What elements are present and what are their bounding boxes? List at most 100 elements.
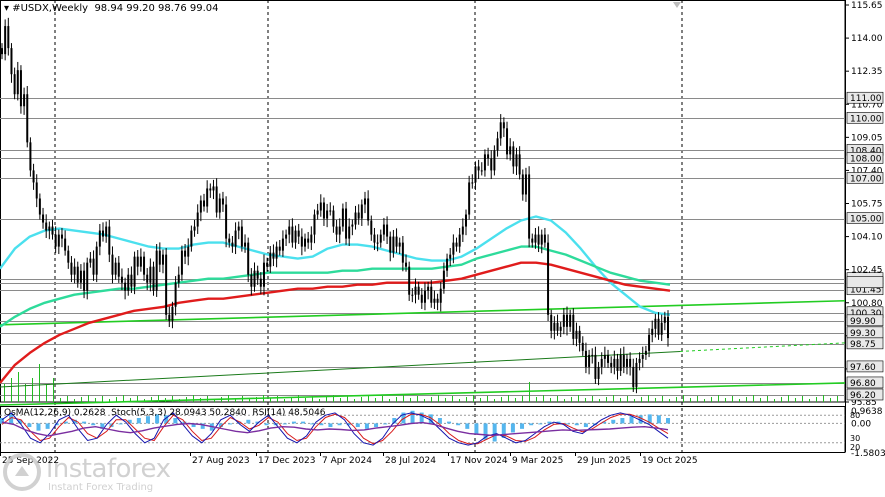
volume-bar [487, 396, 488, 402]
osma-bar [63, 421, 68, 424]
candle-body [146, 274, 149, 283]
volume-bar [508, 395, 509, 402]
volume-bar [172, 396, 173, 402]
oscillator-tick-label: 0.00 [851, 419, 871, 429]
osma-bar [456, 423, 461, 426]
candle-body [199, 200, 202, 213]
candle [177, 266, 180, 288]
candle-body [313, 214, 316, 235]
candle-body [124, 282, 127, 291]
candle [83, 262, 86, 299]
candle-body [515, 154, 518, 167]
brand-logo: instaforex Instant Forex Trading [2, 452, 182, 496]
candle-body [449, 254, 452, 259]
volume-bar [788, 395, 789, 402]
candle-body [212, 186, 215, 191]
candle [259, 272, 262, 295]
osma-bar [127, 419, 132, 424]
candle-body [455, 242, 458, 247]
volume-bar [837, 396, 838, 402]
osma-bar [583, 423, 588, 428]
candle [275, 241, 278, 268]
candle-body [439, 288, 442, 303]
candle-body [225, 204, 228, 239]
osma-bar [264, 423, 269, 426]
candle-body [29, 142, 32, 171]
candle-body [537, 234, 540, 245]
candle [600, 352, 603, 375]
candle-body [234, 230, 237, 247]
volume-bar [74, 399, 75, 402]
candle [228, 233, 231, 248]
volume-bar [193, 395, 194, 402]
volume-bar [543, 395, 544, 402]
price-level-label: 110.00 [850, 114, 882, 124]
candle-body [111, 254, 114, 275]
candle-body [411, 294, 414, 296]
oscillator-tick-label: 0.9638 [851, 407, 883, 417]
osma-bar [547, 421, 552, 424]
osma-bar [164, 415, 169, 424]
shift-marker-icon [673, 2, 681, 8]
candle-body [237, 226, 240, 231]
candle [23, 87, 26, 115]
candle-body [300, 236, 303, 247]
candle-body [152, 266, 155, 291]
candle-body [193, 226, 196, 231]
candle [180, 245, 183, 281]
volume-bar [501, 397, 502, 402]
candle [95, 241, 98, 283]
candle [218, 193, 221, 219]
candle [351, 219, 354, 236]
candle-body [76, 266, 79, 283]
candle [654, 313, 657, 338]
candle-body [291, 226, 294, 243]
price-tick-label: 100.80 [851, 299, 883, 309]
osma-bar [447, 421, 452, 424]
candle-body [496, 138, 499, 151]
osma-bar [36, 423, 41, 431]
candle-body [423, 290, 426, 303]
candle-body [405, 262, 408, 267]
volume-bar [830, 398, 831, 402]
volume-bar [256, 397, 257, 402]
osma-bar [556, 421, 561, 424]
symbol-label: #USDX,Weekly [12, 3, 89, 14]
volume-bar [116, 397, 117, 402]
candle [1, 43, 3, 60]
volume-bar [347, 396, 348, 402]
candle [603, 346, 606, 368]
candle-body [278, 246, 281, 251]
trendline-upper [0, 299, 846, 326]
price-level-badge [846, 276, 884, 289]
candle [543, 227, 546, 248]
candle [215, 178, 218, 218]
volume-bar [606, 397, 607, 402]
candle-body [272, 252, 275, 259]
candle-body [285, 234, 288, 239]
osma-bar [45, 423, 50, 429]
volume-bar [46, 384, 47, 402]
candle-body [663, 316, 666, 323]
price-level-label: 96.80 [850, 379, 876, 389]
volume-bar [655, 398, 656, 402]
candle [130, 266, 133, 293]
ema-50-line [0, 215, 671, 316]
candle-body [180, 250, 183, 275]
osma-bar [118, 423, 123, 425]
chart-menu-icon[interactable]: ▾ [4, 3, 13, 14]
osma-bar [328, 423, 333, 428]
candle [272, 244, 275, 267]
candle [345, 201, 348, 245]
osma-bar [255, 421, 260, 424]
candle [105, 221, 108, 243]
candle-body [376, 242, 379, 244]
volume-bar [809, 399, 810, 402]
price-level-badge [846, 172, 884, 184]
osma-bar [355, 423, 360, 428]
candle [319, 194, 322, 217]
candle-body [644, 350, 647, 355]
candle [506, 121, 509, 160]
price-level-badge [846, 337, 884, 350]
